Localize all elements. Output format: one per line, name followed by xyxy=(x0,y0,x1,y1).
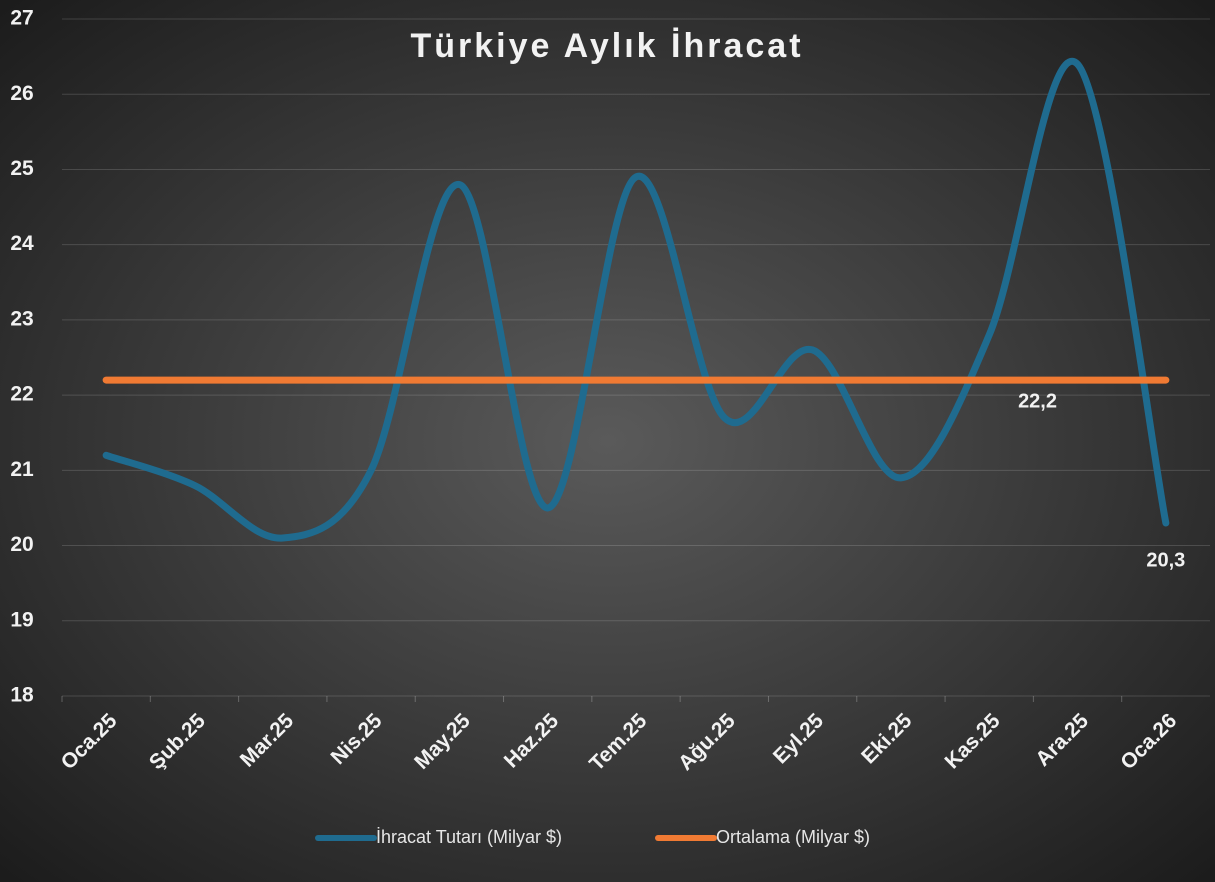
y-tick-label: 25 xyxy=(10,157,34,180)
y-tick-label: 19 xyxy=(10,608,33,631)
data-label: 20,3 xyxy=(1146,549,1185,571)
data-label: 22,2 xyxy=(1018,390,1057,412)
line-series xyxy=(102,57,1170,542)
y-tick-label: 22 xyxy=(10,383,33,406)
y-tick-label: 18 xyxy=(10,684,34,707)
y-tick-label: 27 xyxy=(10,7,33,30)
legend-label: İhracat Tutarı (Milyar $) xyxy=(376,827,562,847)
y-tick-label: 21 xyxy=(10,458,34,481)
chart-title: Türkiye Aylık İhracat xyxy=(410,27,803,65)
legend-label: Ortalama (Milyar $) xyxy=(716,827,870,847)
y-tick-label: 26 xyxy=(10,82,33,105)
y-tick-label: 20 xyxy=(10,533,33,556)
y-tick-label: 23 xyxy=(10,307,33,330)
y-tick-label: 24 xyxy=(10,232,34,255)
